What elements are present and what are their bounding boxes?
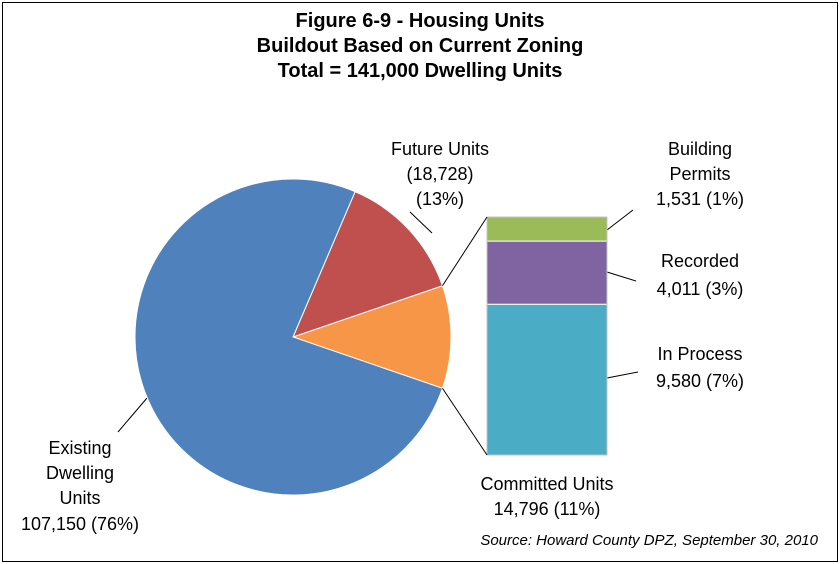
slice-label: Future Units xyxy=(390,139,490,159)
pie-slice xyxy=(291,285,452,389)
segment-label: In Process xyxy=(657,344,743,364)
connector-line xyxy=(442,216,488,287)
value-label: 9,580 (7%) xyxy=(655,371,745,391)
leader-line xyxy=(409,211,433,234)
leader-line xyxy=(606,371,639,379)
chart-title: Figure 6-9 - Housing Units xyxy=(295,10,545,32)
bar-outline xyxy=(486,216,608,456)
value-label: 14,796 (11%) xyxy=(493,499,601,519)
connector-line xyxy=(442,387,488,456)
value-label: 1,531 (1%) xyxy=(655,189,745,209)
chart-title: Total = 141,000 Dwelling Units xyxy=(277,60,563,82)
leader-line xyxy=(606,271,637,282)
leader-line xyxy=(117,397,148,433)
value-label: 4,011 (3%) xyxy=(656,279,744,299)
bar-segment xyxy=(486,240,608,305)
value-label: 107,150 (76%) xyxy=(20,514,140,534)
bar-segment xyxy=(486,216,608,242)
segment-label: Recorded xyxy=(660,251,740,271)
slice-label: Committed Units xyxy=(480,474,614,494)
pie-slice xyxy=(292,191,444,338)
slice-label: Existing Dwelling Units xyxy=(45,438,115,508)
chart-title: Buildout Based on Current Zoning xyxy=(256,35,584,57)
value-label: (18,728) (13%) xyxy=(406,164,474,209)
pie-slice xyxy=(134,178,444,496)
source-note: Source: Howard County DPZ, September 30,… xyxy=(480,532,818,549)
bar-segment xyxy=(486,303,608,456)
leader-line xyxy=(606,209,634,231)
segment-label: Building Permits xyxy=(667,139,733,184)
